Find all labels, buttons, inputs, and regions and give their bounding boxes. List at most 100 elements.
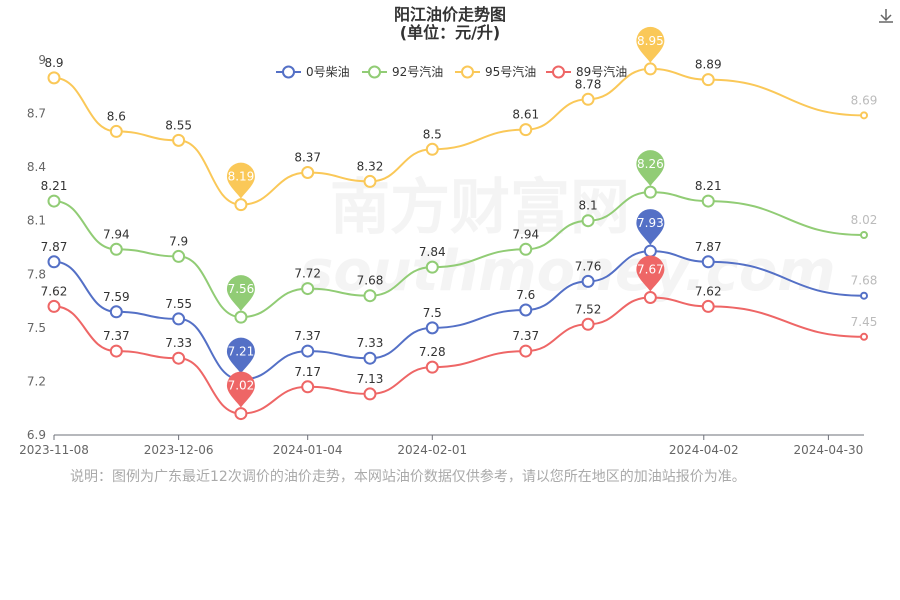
data-point <box>581 92 595 106</box>
data-label: 7.45 <box>851 315 878 329</box>
data-label: 7.94 <box>103 227 130 241</box>
marker-pin <box>636 209 665 246</box>
data-label: 7.33 <box>357 336 384 350</box>
watermark-subtext: southmoney.com <box>300 239 836 304</box>
data-label: 8.9 <box>44 56 63 70</box>
data-label: 7.94 <box>512 227 539 241</box>
marker-pin <box>226 337 255 374</box>
marker-pin-label: 7.02 <box>228 379 255 393</box>
data-label: 7.28 <box>419 345 446 359</box>
x-tick-label: 2024-02-01 <box>397 443 467 457</box>
data-point <box>425 142 439 156</box>
data-point <box>109 344 123 358</box>
y-tick-label: 9 <box>38 53 46 67</box>
data-label: 7.84 <box>419 245 446 259</box>
data-point <box>301 380 315 394</box>
data-point <box>363 351 377 365</box>
data-point <box>47 299 61 313</box>
marker-pin-label: 8.26 <box>637 157 664 171</box>
data-point <box>581 274 595 288</box>
data-label: 7.72 <box>294 267 321 281</box>
data-point <box>701 73 715 87</box>
data-label: 8.78 <box>575 77 602 91</box>
data-label: 7.17 <box>294 365 321 379</box>
data-point <box>519 242 533 256</box>
legend-marker <box>282 65 295 79</box>
data-point <box>701 255 715 269</box>
chart-subtitle: (单位：元/升) <box>400 23 500 42</box>
data-label: 8.32 <box>357 159 384 173</box>
marker-pin-label: 7.93 <box>637 216 664 230</box>
legend-marker <box>461 65 474 79</box>
data-point <box>363 387 377 401</box>
data-label: 7.37 <box>294 329 321 343</box>
data-point <box>109 305 123 319</box>
legend-label: 89号汽油 <box>576 64 627 79</box>
legend: 0号柴油 92号汽油 95号汽油 89号汽油 <box>276 64 627 79</box>
data-point <box>425 360 439 374</box>
data-point <box>860 332 868 341</box>
data-label: 8.6 <box>107 109 126 123</box>
data-point <box>643 185 657 199</box>
data-point <box>363 289 377 303</box>
data-label: 8.5 <box>423 127 442 141</box>
data-point <box>701 299 715 313</box>
data-point <box>581 317 595 331</box>
legend-marker <box>368 65 381 79</box>
y-tick-label: 8.4 <box>27 160 46 174</box>
data-label: 7.87 <box>41 240 68 254</box>
data-point <box>519 344 533 358</box>
data-point <box>301 282 315 296</box>
data-label: 7.87 <box>695 240 722 254</box>
watermark-text: 南方财富网 <box>330 173 630 243</box>
marker-pin-label: 7.56 <box>228 282 255 296</box>
data-label: 8.1 <box>579 199 598 213</box>
data-label: 8.02 <box>851 213 878 227</box>
data-point <box>860 291 868 300</box>
data-label: 7.55 <box>165 297 192 311</box>
marker-pin-label: 7.21 <box>228 345 255 359</box>
marker-pin-label: 8.95 <box>637 34 664 48</box>
data-point <box>109 124 123 138</box>
data-point <box>234 407 248 421</box>
x-tick-label: 2024-04-02 <box>669 443 739 457</box>
series-layer: 7.87 7.59 7.55 7.37 7.33 7.5 7.6 7.76 7.87 7.68 8.… <box>41 56 878 421</box>
marker-pin-label: 8.19 <box>228 170 255 184</box>
data-label: 7.5 <box>423 306 442 320</box>
data-point <box>425 260 439 274</box>
data-point <box>643 62 657 76</box>
download-icon[interactable] <box>876 6 896 26</box>
axes: 6.9 7.2 7.5 7.8 8.1 8.4 8.7 9 2023-11-08 2023-12-… <box>19 53 864 457</box>
data-label: 7.37 <box>512 329 539 343</box>
marker-pin <box>226 275 255 312</box>
data-label: 8.69 <box>851 93 878 107</box>
chart-title: 阳江油价走势图 <box>394 5 506 24</box>
data-label: 7.9 <box>169 234 188 248</box>
legend-label: 92号汽油 <box>392 64 443 79</box>
data-point <box>425 321 439 335</box>
data-point <box>701 194 715 208</box>
data-label: 7.68 <box>357 274 384 288</box>
marker-pin <box>226 162 255 199</box>
marker-pin <box>636 255 665 292</box>
data-label: 7.37 <box>103 329 130 343</box>
data-label: 8.21 <box>41 179 68 193</box>
data-point <box>860 111 868 120</box>
data-label: 7.62 <box>695 284 722 298</box>
data-point <box>860 231 868 239</box>
watermark: 南方财富网 southmoney.com <box>300 173 836 304</box>
legend-marker <box>552 65 565 79</box>
y-tick-label: 8.7 <box>27 107 46 121</box>
data-point <box>172 249 186 263</box>
legend-label: 95号汽油 <box>485 64 536 79</box>
x-tick-label: 2024-04-30 <box>794 443 864 457</box>
data-label: 7.62 <box>41 284 68 298</box>
data-label: 8.89 <box>695 58 722 72</box>
x-tick-label: 2023-12-06 <box>144 443 214 457</box>
data-point <box>234 310 248 324</box>
y-tick-label: 6.9 <box>27 428 46 442</box>
x-tick-label: 2024-01-04 <box>273 443 343 457</box>
pin-layer: 7.21 7.93 7.56 8.26 8.19 8.95 7.02 7.67 <box>226 26 665 408</box>
data-point <box>172 312 186 326</box>
data-label: 7.6 <box>516 288 535 302</box>
